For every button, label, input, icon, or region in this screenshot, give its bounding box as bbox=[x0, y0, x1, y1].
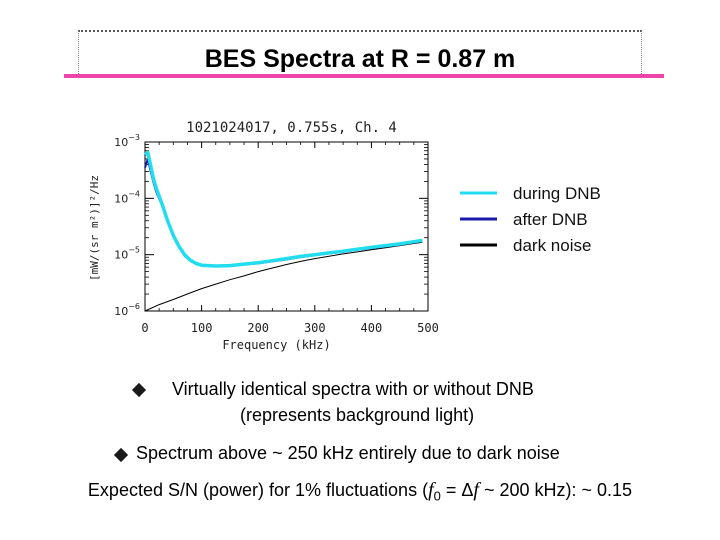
series-line-during-DNB bbox=[143, 150, 423, 268]
y-tick-base: 10 bbox=[114, 136, 128, 149]
y-tick-label: 10−5 bbox=[114, 246, 140, 262]
x-tick-label: 0 bbox=[141, 321, 148, 335]
series-line-after-DNB bbox=[144, 158, 423, 268]
footer-sub: 0 bbox=[433, 488, 441, 504]
slide-title: BES Spectra at R = 0.87 m bbox=[204, 45, 516, 73]
x-tick-label: 500 bbox=[417, 321, 439, 335]
y-tick-label: 10−3 bbox=[114, 133, 140, 149]
chart-title: 1021024017, 0.755s, Ch. 4 bbox=[186, 120, 397, 136]
y-tick-base: 10 bbox=[114, 192, 128, 205]
footer-eq: = bbox=[440, 480, 462, 500]
y-tick-base: 10 bbox=[114, 249, 128, 262]
bullet-diamond-icon bbox=[131, 382, 147, 398]
bullet-2: Spectrum above ~ 250 kHz entirely due to… bbox=[136, 443, 560, 463]
bullet-1-line-2: (represents background light) bbox=[240, 405, 475, 425]
x-tick-label: 300 bbox=[304, 321, 326, 335]
footer-post: ~ 200 kHz): ~ 0.15 bbox=[478, 480, 633, 500]
legend-label: dark noise bbox=[513, 236, 591, 255]
legend-label: during DNB bbox=[513, 184, 601, 203]
footer-note: Expected S/N (power) for 1% fluctuations… bbox=[0, 479, 720, 504]
x-axis-label: Frequency (kHz) bbox=[222, 338, 330, 352]
y-tick-exp: −5 bbox=[128, 246, 140, 255]
title-underline bbox=[64, 74, 664, 78]
legend-label: after DNB bbox=[513, 210, 588, 229]
x-tick-label: 200 bbox=[247, 321, 269, 335]
series-line-dark-noise bbox=[144, 241, 423, 312]
y-tick-exp: −3 bbox=[128, 133, 140, 142]
y-tick-label: 10−6 bbox=[114, 302, 140, 318]
footer-delta: Δ bbox=[461, 480, 474, 500]
x-tick-label: 100 bbox=[191, 321, 213, 335]
plot-frame bbox=[144, 141, 429, 312]
bullet-diamond-icon bbox=[113, 447, 129, 463]
title-box: BES Spectra at R = 0.87 m bbox=[78, 30, 642, 76]
y-tick-exp: −6 bbox=[128, 302, 140, 311]
y-tick-label: 10−4 bbox=[114, 189, 140, 205]
y-tick-base: 10 bbox=[114, 305, 128, 318]
footer-f: f bbox=[428, 479, 434, 501]
y-tick-exp: −4 bbox=[128, 189, 140, 198]
footer-f2: f bbox=[473, 479, 479, 501]
spectrum-chart: 1021024017, 0.755s, Ch. 410−310−410−510−… bbox=[88, 120, 601, 352]
footer-pre: Expected S/N (power) for 1% fluctuations… bbox=[87, 480, 429, 500]
bullet-1-line-1: Virtually identical spectra with or with… bbox=[172, 379, 534, 399]
y-axis-label: [mW/(sr m²)]²/Hz bbox=[88, 175, 101, 281]
x-tick-label: 400 bbox=[361, 321, 383, 335]
